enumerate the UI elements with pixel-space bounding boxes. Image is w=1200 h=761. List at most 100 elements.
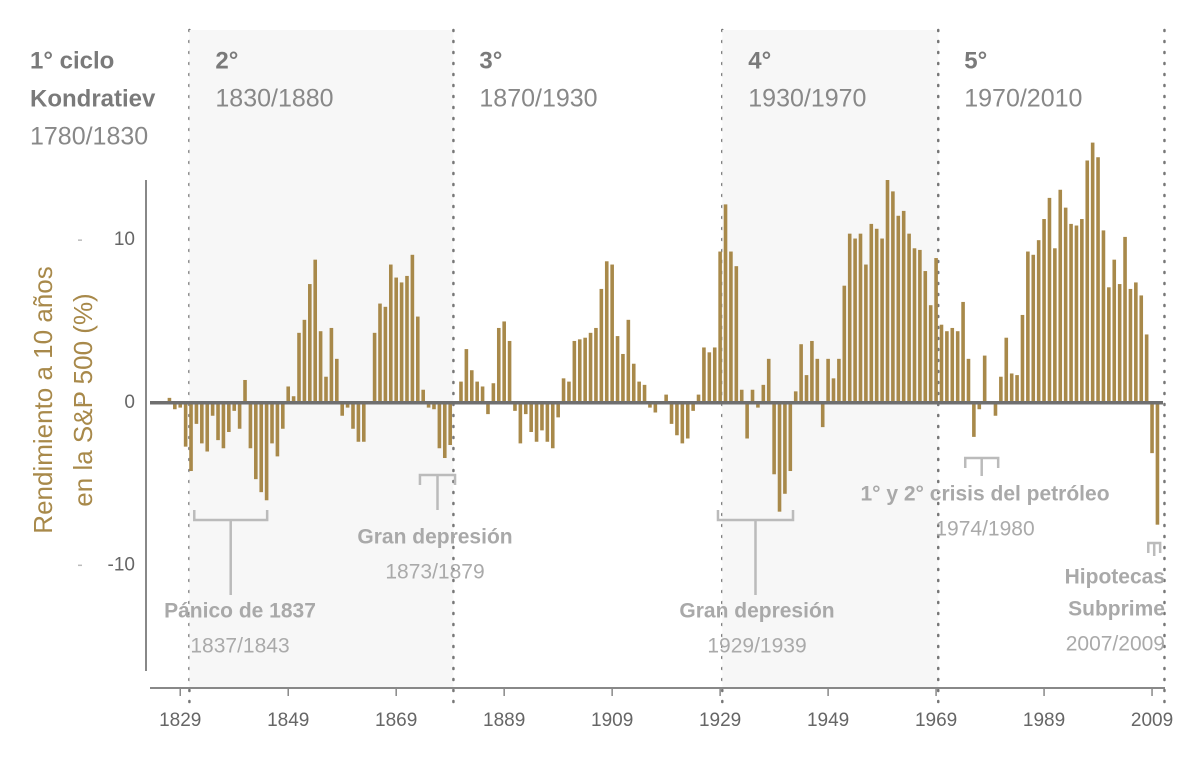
bar [1080,219,1084,403]
bar [729,251,733,403]
bar [685,402,690,439]
bar [1069,223,1073,403]
bar [621,353,625,403]
annotation-label: Gran depresión [357,526,512,549]
bar [793,391,798,403]
bar [356,402,361,442]
bar [259,402,264,493]
bar [513,402,517,411]
bar [1085,160,1090,403]
cycle-name: 2° [215,47,238,74]
bar [178,402,183,408]
bar [318,331,323,403]
bracket [1147,541,1162,556]
bar [383,306,388,403]
bar [399,282,404,403]
bar [167,397,172,403]
cycle-period: 1930/1970 [748,85,866,113]
bar [869,223,874,403]
annotation-label: Hipotecas [1065,566,1165,589]
bar [702,347,706,403]
bar [799,344,803,403]
bar [1090,142,1095,403]
bar [518,402,523,444]
bar [928,305,933,403]
bar [1026,251,1030,403]
bar [696,394,701,403]
annotation-label: Subprime [1068,598,1165,621]
cycle-name: 1° ciclo [30,47,114,74]
bar [237,402,242,429]
bar [896,215,901,403]
y-tick-label: 0 [124,392,135,413]
bar [1058,189,1063,403]
bar [534,402,539,442]
bar [788,402,793,472]
bar [594,327,598,403]
bar [491,383,496,403]
bar [243,379,247,403]
bar [756,402,760,408]
bar [1128,288,1133,403]
bar [1042,219,1046,403]
bar [804,375,809,403]
bar [351,402,355,429]
bar [864,264,868,403]
bar [982,355,987,403]
bar [939,324,944,403]
bar [529,402,533,433]
bar [189,402,193,472]
bar [1134,282,1138,403]
bar [507,340,512,403]
annotation-label: Pánico de 1837 [164,600,316,623]
bar [432,402,436,410]
bar [281,402,285,429]
bar [426,402,431,408]
x-tick-label: 1989 [1023,710,1065,731]
bar [626,319,631,403]
bar [410,254,415,403]
bar [901,210,906,403]
bar [847,233,852,403]
foreground-layer: 1° ciclo Kondratiev 1780/1830 2° 1830/1880 3°… [28,47,1173,731]
annotation-period: 2007/2009 [1066,633,1165,656]
bar [550,402,555,449]
bar [945,331,949,403]
bar [572,340,577,403]
y-axis-label: Rendimiento a 10 años [28,266,58,533]
bar [923,271,928,403]
bar [815,358,820,403]
bar [880,238,884,403]
bar [1031,254,1036,403]
bar [1117,284,1122,403]
bar [1096,157,1100,403]
bar [394,277,398,403]
bar [405,275,409,403]
bar [858,233,863,403]
bar [523,402,528,415]
bar [1123,236,1127,403]
bar [361,402,366,442]
bar [173,402,177,410]
bar [324,376,328,403]
bar [254,402,258,480]
bar [345,402,350,408]
bar [637,381,641,403]
bar [610,264,614,403]
bar [745,402,749,439]
bar [772,402,776,475]
bar [486,402,490,415]
bar [766,358,771,403]
bar [1150,402,1154,454]
bar [842,285,847,403]
bar [837,358,841,403]
bar [577,339,582,403]
bar [291,396,296,403]
bar [183,402,188,447]
bracket [418,473,457,510]
bar [912,248,917,403]
y-axis-label: en la S&P 500 (%) [68,293,98,506]
bar [437,402,442,449]
bar [378,303,382,403]
bar [313,259,318,403]
